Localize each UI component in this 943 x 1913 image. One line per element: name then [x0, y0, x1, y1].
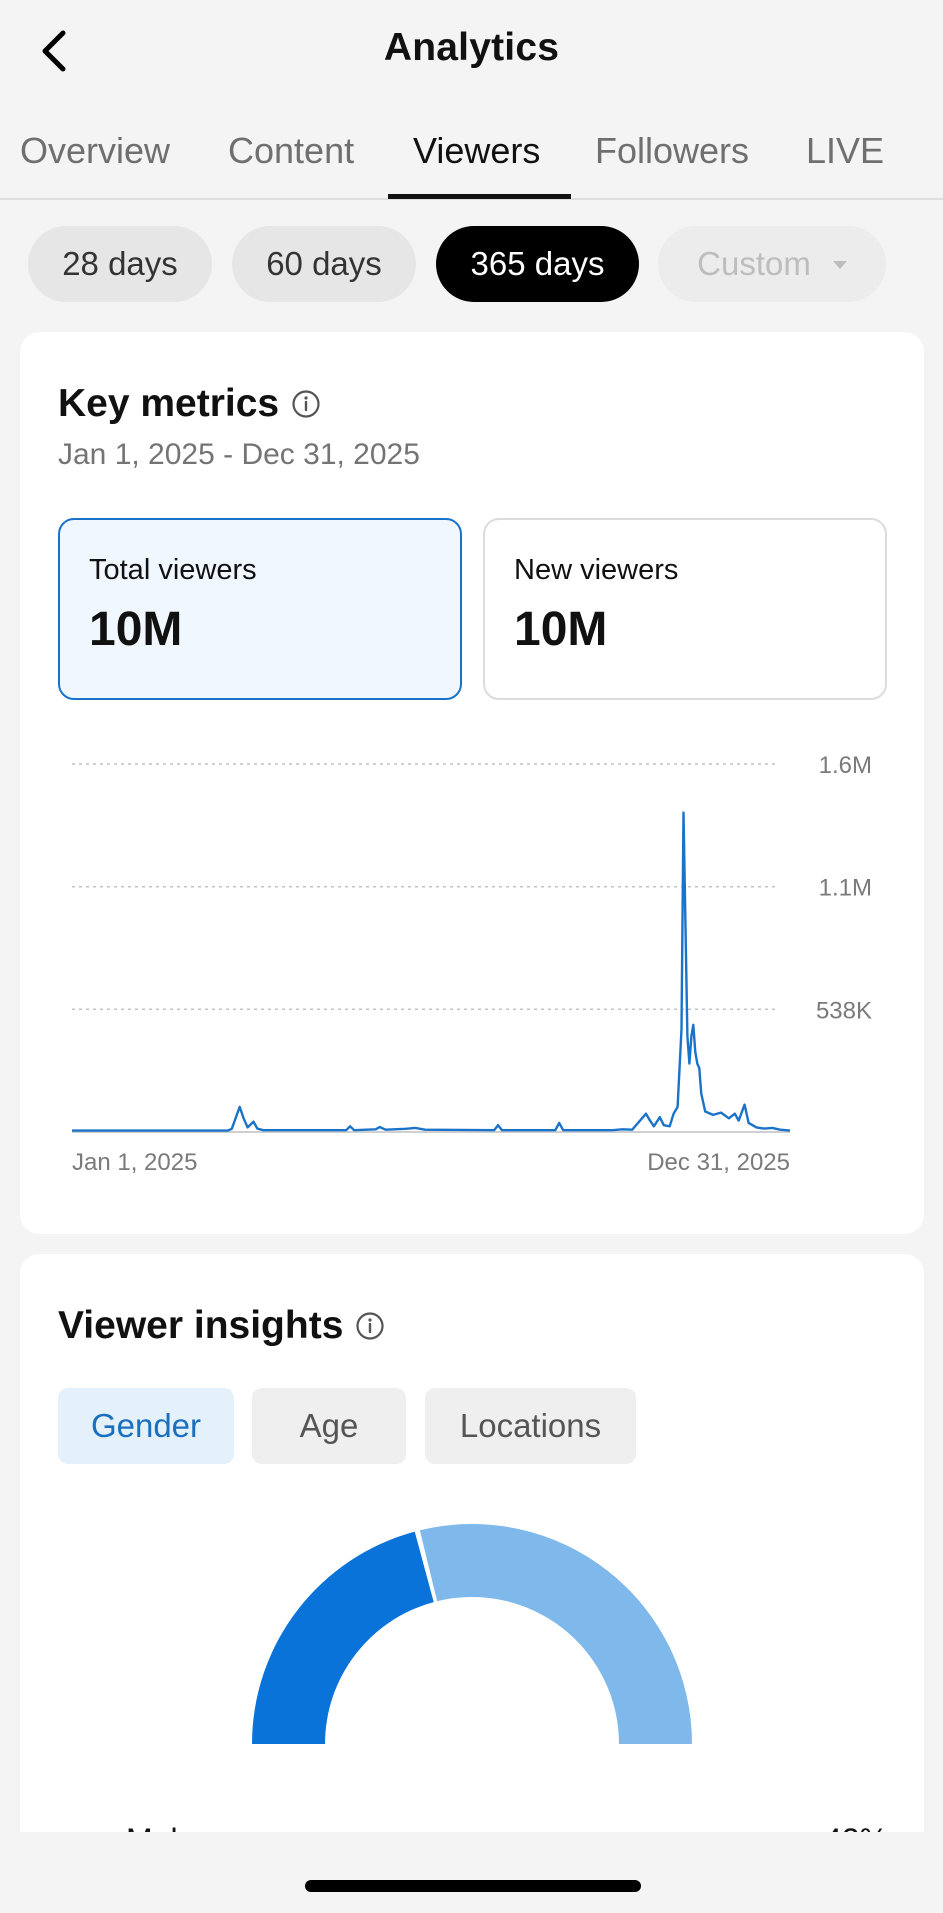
metric-value: 10M — [89, 603, 183, 656]
donut-slice-female[interactable] — [419, 1524, 692, 1744]
viewer-insights-card: Viewer insights Gender Age Locations Mal… — [20, 1254, 924, 1894]
tab-content[interactable]: Content — [228, 130, 355, 171]
viewer-insights-title: Viewer insights — [58, 1304, 385, 1348]
metric-value: 10M — [514, 603, 608, 656]
insights-tab-label: Locations — [459, 1407, 602, 1444]
key-metrics-title: Key metrics — [58, 382, 321, 426]
period-label: 60 days — [266, 245, 382, 282]
period-365-days-button[interactable]: 365 days — [436, 226, 639, 302]
home-indicator-area — [0, 1832, 943, 1913]
insights-tab-label: Age — [299, 1407, 359, 1444]
caret-down-icon — [832, 261, 847, 269]
active-tab-indicator — [388, 194, 571, 199]
viewers-line-chart: Jan 1, 2025 Dec 31, 2025 1.6M 1.1M 538K — [72, 752, 872, 1176]
y-tick-label: 538K — [816, 997, 872, 1024]
chevron-left-icon — [42, 30, 66, 72]
insights-tab-gender[interactable]: Gender — [58, 1388, 234, 1464]
x-tick-label: Dec 31, 2025 — [647, 1149, 790, 1176]
period-label: Custom — [697, 245, 811, 282]
insights-tab-locations[interactable]: Locations — [425, 1388, 636, 1464]
period-28-days-button[interactable]: 28 days — [28, 226, 212, 302]
back-button[interactable] — [30, 24, 78, 78]
tab-overview[interactable]: Overview — [20, 130, 171, 171]
donut-slice-male[interactable] — [252, 1531, 434, 1744]
metric-label: Total viewers — [89, 554, 257, 586]
header: Analytics — [0, 0, 943, 100]
key-metrics-card: Key metrics Jan 1, 2025 - Dec 31, 2025 T… — [20, 332, 924, 1234]
info-icon[interactable] — [355, 1311, 385, 1341]
total-viewers-series-line — [72, 811, 791, 1132]
y-tick-label: 1.1M — [819, 875, 872, 902]
gender-donut-chart — [252, 1524, 692, 1744]
metric-label: New viewers — [514, 554, 679, 586]
period-label: 28 days — [62, 245, 178, 282]
period-custom-button[interactable]: Custom — [658, 226, 886, 302]
tab-live[interactable]: LIVE — [806, 130, 885, 171]
x-tick-label: Jan 1, 2025 — [72, 1149, 197, 1176]
tab-followers[interactable]: Followers — [595, 130, 750, 171]
insights-tab-age[interactable]: Age — [252, 1388, 406, 1464]
home-indicator[interactable] — [305, 1880, 641, 1892]
tab-viewers[interactable]: Viewers — [413, 130, 541, 171]
viewer-insights-title-text: Viewer insights — [58, 1304, 344, 1347]
chart-grid — [72, 763, 778, 1011]
new-viewers-card[interactable]: New viewers 10M — [483, 518, 887, 700]
period-60-days-button[interactable]: 60 days — [232, 226, 416, 302]
total-viewers-card[interactable]: Total viewers 10M — [58, 518, 462, 700]
date-range: Jan 1, 2025 - Dec 31, 2025 — [58, 438, 420, 471]
info-icon[interactable] — [291, 389, 321, 419]
page-title: Analytics — [383, 26, 560, 69]
tab-bar: Overview Content Viewers Followers LIVE — [0, 100, 943, 200]
insights-tab-label: Gender — [90, 1407, 202, 1444]
period-label: 365 days — [470, 245, 605, 282]
key-metrics-title-text: Key metrics — [58, 382, 280, 425]
y-tick-label: 1.6M — [819, 752, 872, 779]
